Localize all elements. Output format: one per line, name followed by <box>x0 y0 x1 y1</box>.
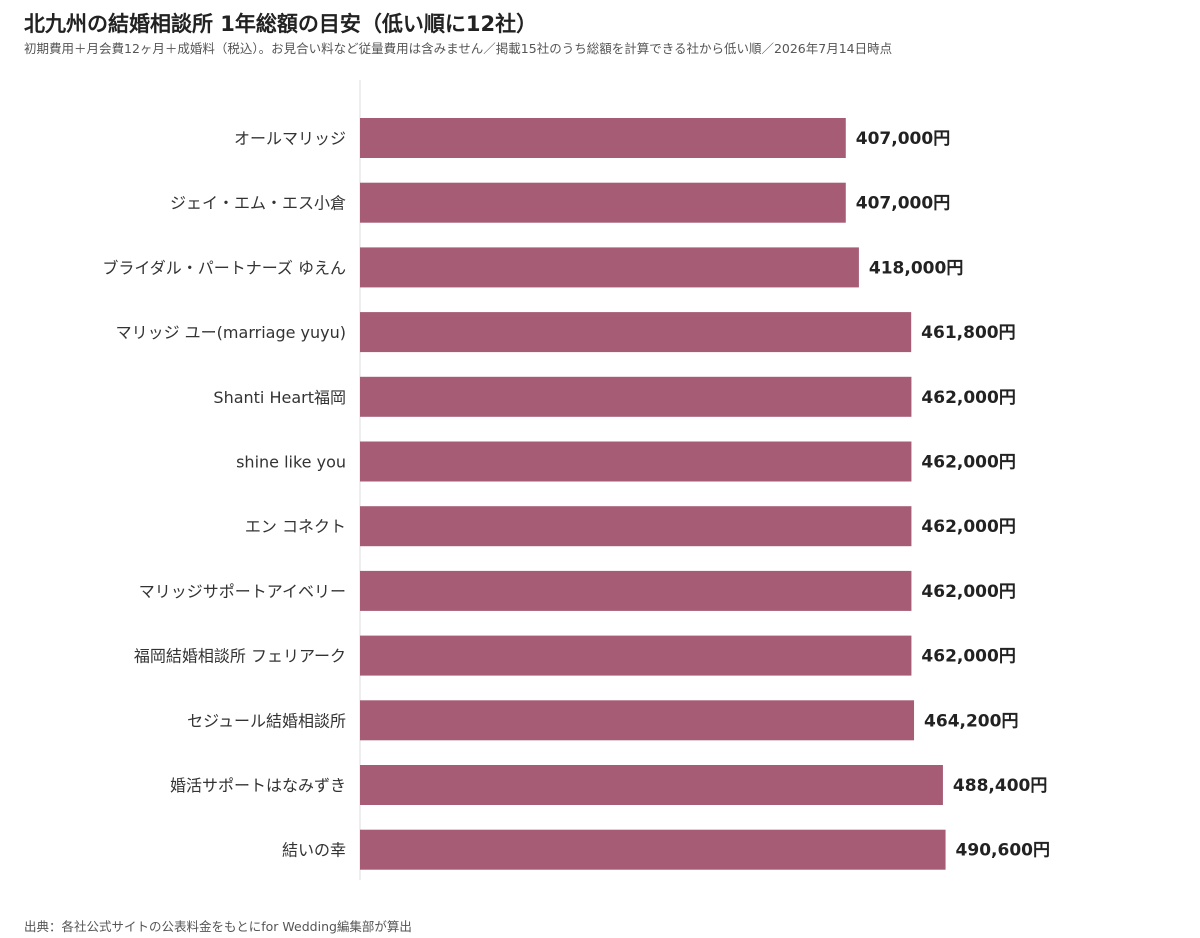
value-label: 462,000円 <box>921 388 1015 408</box>
category-label: セジュール結婚相談所 <box>187 711 346 730</box>
bar <box>360 182 846 223</box>
category-label: ジェイ・エム・エス小倉 <box>170 194 346 213</box>
category-label: shine like you <box>236 453 346 472</box>
value-label: 488,400円 <box>953 776 1047 796</box>
category-label: 福岡結婚相談所 フェリアーク <box>134 647 346 666</box>
bar <box>360 118 846 158</box>
bar <box>360 247 859 288</box>
category-label: 結いの幸 <box>282 841 346 860</box>
category-label: マリッジ ユー(marriage yuyu) <box>116 323 346 342</box>
category-label: Shanti Heart福岡 <box>213 388 346 407</box>
category-label: ブライダル・パートナーズ ゆえん <box>102 258 346 277</box>
value-label: 407,000円 <box>856 194 950 214</box>
value-label: 462,000円 <box>921 647 1015 667</box>
value-label: 462,000円 <box>921 582 1015 602</box>
category-label: エン コネクト <box>245 517 346 536</box>
bar <box>360 700 915 741</box>
bar <box>360 570 912 611</box>
value-label: 418,000円 <box>869 258 963 278</box>
bar <box>360 635 912 676</box>
bar <box>360 441 912 482</box>
value-label: 407,000円 <box>856 129 950 149</box>
category-label: マリッジサポートアイベリー <box>139 582 346 601</box>
value-label: 462,000円 <box>921 453 1015 473</box>
value-label: 462,000円 <box>921 517 1015 537</box>
value-label: 490,600円 <box>956 841 1050 861</box>
bar <box>360 829 946 870</box>
source-note: 出典：各社公式サイトの公表料金をもとにfor Wedding編集部が算出 <box>24 919 412 934</box>
value-label: 464,200円 <box>924 711 1018 731</box>
bar <box>360 506 912 547</box>
category-label: オールマリッジ <box>234 129 346 148</box>
bar <box>360 765 943 805</box>
bar <box>360 376 912 417</box>
category-label: 婚活サポートはなみずき <box>170 776 346 795</box>
value-label: 461,800円 <box>921 323 1015 343</box>
chart-title: 北九州の結婚相談所 1年総額の目安（低い順に12社） <box>24 12 538 36</box>
bar <box>360 312 912 353</box>
chart-subtitle: 初期費用＋月会費12ヶ月＋成婚料（税込）。お見合い料など従量費用は含みません／掲… <box>24 41 893 56</box>
